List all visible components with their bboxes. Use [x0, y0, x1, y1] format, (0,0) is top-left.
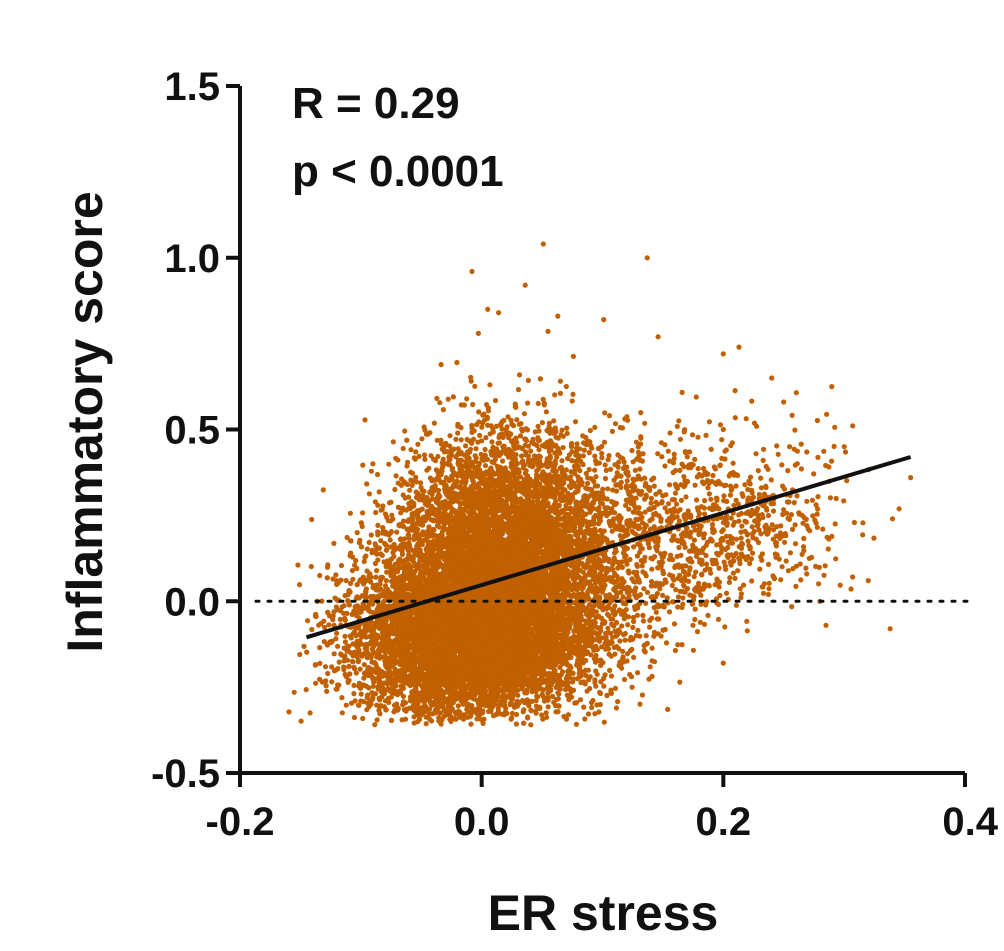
scatter-point — [378, 538, 384, 544]
scatter-point — [383, 578, 389, 584]
scatter-point — [513, 721, 520, 727]
scatter-point — [320, 487, 326, 493]
scatter-point — [309, 516, 315, 523]
scatter-point — [333, 572, 339, 578]
scatter-point — [630, 530, 637, 536]
scatter-point — [382, 583, 389, 589]
scatter-point — [602, 462, 608, 468]
scatter-point — [376, 489, 382, 495]
scatter-point — [594, 702, 600, 708]
scatter-point — [386, 461, 392, 467]
scatter-point — [347, 538, 354, 544]
scatter-point — [564, 430, 570, 436]
scatter-point — [610, 561, 616, 568]
scatter-point — [347, 510, 353, 516]
scatter-point — [343, 577, 349, 584]
scatter-point — [351, 714, 357, 721]
scatter-point — [350, 554, 356, 560]
scatter-point — [329, 664, 335, 670]
scatter-point — [450, 394, 456, 400]
scatter-point — [601, 683, 607, 689]
scatter-point — [407, 487, 413, 493]
scatter-point — [298, 718, 304, 724]
scatter-point — [325, 670, 331, 677]
scatter-point — [574, 441, 580, 447]
scatter-point — [400, 492, 406, 498]
scatter-point — [605, 486, 611, 492]
scatter-point — [587, 427, 593, 434]
scatter-point — [295, 562, 301, 568]
scatter-point — [324, 564, 331, 570]
scatter-point — [677, 679, 683, 685]
scatter-point — [385, 518, 391, 524]
scatter-point — [317, 572, 323, 579]
scatter-point — [375, 522, 381, 529]
scatter-point — [387, 537, 393, 543]
scatter-point — [655, 451, 661, 457]
scatter-point — [372, 722, 378, 728]
scatter-point — [341, 603, 347, 609]
scatter-point — [647, 624, 653, 630]
scatter-point — [602, 475, 609, 482]
scatter-point — [375, 529, 381, 535]
scatter-point — [353, 558, 359, 564]
scatter-point — [309, 626, 315, 633]
scatter-point — [380, 530, 386, 536]
scatter-point — [354, 530, 360, 536]
scatter-point — [649, 566, 655, 572]
scatter-point — [364, 481, 370, 487]
scatter-point — [613, 705, 620, 711]
scatter-point — [364, 546, 370, 552]
scatter-point — [606, 413, 613, 419]
scatter-point — [335, 643, 341, 649]
points-layer — [286, 241, 914, 728]
scatter-point — [387, 530, 393, 536]
scatter-point — [515, 692, 521, 698]
scatter-point — [626, 506, 632, 512]
scatter-point — [360, 462, 366, 468]
scatter-point — [351, 691, 357, 697]
scatter-point — [361, 675, 367, 681]
scatter-point — [338, 562, 345, 569]
scatter-point — [368, 532, 374, 538]
scatter-point — [388, 544, 394, 550]
scatter-point — [331, 540, 337, 547]
scatter-point — [360, 510, 366, 516]
scatter-point — [569, 398, 575, 404]
scatter-point — [373, 509, 379, 516]
scatter-point — [393, 473, 399, 479]
scatter-point — [357, 666, 363, 672]
scatter-point — [379, 552, 385, 559]
scatter-point — [408, 469, 414, 475]
scatter-point — [303, 687, 309, 693]
scatter-point — [382, 511, 389, 517]
